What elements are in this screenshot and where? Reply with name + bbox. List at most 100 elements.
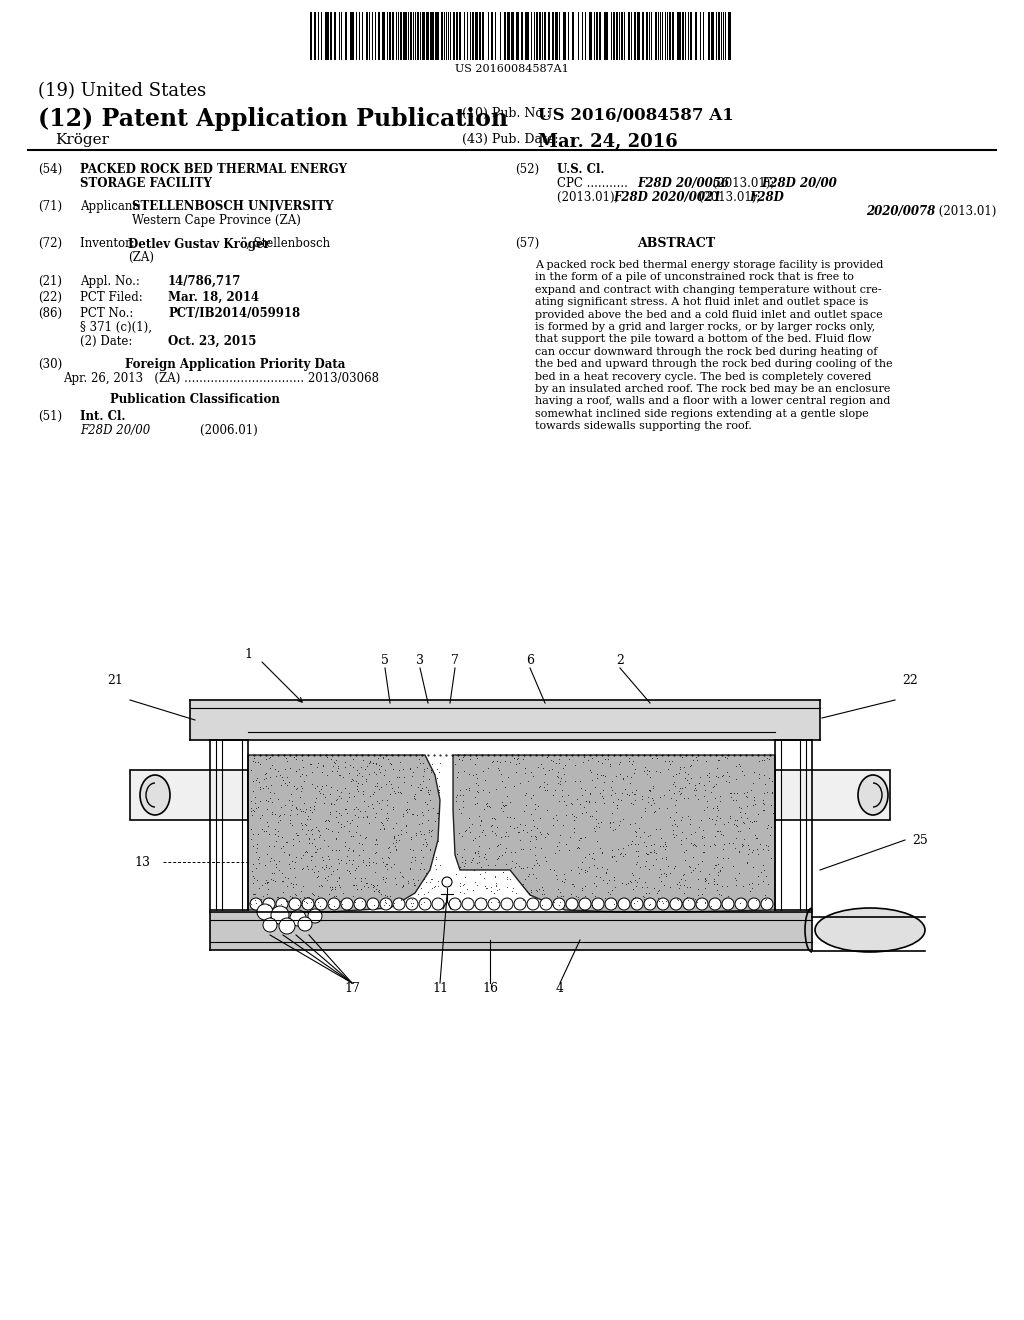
Text: STORAGE FACILITY: STORAGE FACILITY (80, 177, 212, 190)
Text: 11: 11 (432, 982, 449, 994)
Bar (400, 12, 402, 59)
Text: 4: 4 (556, 982, 564, 994)
Bar (507, 12, 510, 59)
Text: (21): (21) (38, 275, 62, 288)
Circle shape (257, 904, 273, 920)
Text: Oct. 23, 2015: Oct. 23, 2015 (168, 335, 256, 348)
Text: Inventor:: Inventor: (80, 238, 138, 249)
Circle shape (449, 898, 461, 909)
Bar (604, 12, 608, 59)
Circle shape (308, 909, 322, 923)
Text: § 371 (c)(1),: § 371 (c)(1), (80, 321, 152, 334)
Text: ABSTRACT: ABSTRACT (637, 238, 715, 249)
Bar (599, 12, 601, 59)
Polygon shape (248, 755, 440, 912)
Bar (628, 12, 630, 59)
Ellipse shape (140, 775, 170, 814)
Circle shape (279, 917, 295, 935)
Circle shape (263, 917, 278, 932)
Bar (392, 12, 394, 59)
Ellipse shape (858, 775, 888, 814)
Text: 14/786,717: 14/786,717 (168, 275, 242, 288)
Text: 5: 5 (381, 653, 389, 667)
Text: 16: 16 (482, 982, 498, 994)
Bar (711, 12, 714, 59)
Text: (2) Date:: (2) Date: (80, 335, 140, 348)
Bar (536, 12, 538, 59)
Circle shape (657, 898, 669, 909)
Text: Detlev Gustav Kröger: Detlev Gustav Kröger (128, 238, 270, 251)
Text: PCT/IB2014/059918: PCT/IB2014/059918 (168, 308, 300, 319)
Bar (334, 12, 336, 59)
Text: (30): (30) (38, 358, 62, 371)
Bar (672, 12, 674, 59)
Circle shape (644, 898, 656, 909)
Circle shape (315, 898, 327, 909)
Bar (563, 12, 566, 59)
Polygon shape (453, 755, 775, 912)
Bar (366, 12, 368, 59)
Bar (677, 12, 681, 59)
Circle shape (367, 898, 379, 909)
Text: 22: 22 (902, 673, 918, 686)
Text: 6: 6 (526, 653, 534, 667)
Bar (430, 12, 434, 59)
Circle shape (250, 898, 262, 909)
Circle shape (380, 898, 392, 909)
Text: ,: , (270, 201, 273, 213)
Bar (382, 12, 385, 59)
Text: Foreign Application Priority Data: Foreign Application Priority Data (125, 358, 345, 371)
Text: 17: 17 (344, 982, 360, 994)
Bar (190, 700, 820, 741)
Bar (708, 12, 710, 59)
Circle shape (540, 898, 552, 909)
Text: (2013.01): (2013.01) (935, 205, 996, 218)
Bar (410, 12, 412, 59)
Text: STELLENBOSCH UNIVERSITY: STELLENBOSCH UNIVERSITY (132, 201, 334, 213)
Text: U.S. Cl.: U.S. Cl. (557, 162, 604, 176)
Circle shape (328, 898, 340, 909)
Text: (22): (22) (38, 290, 62, 304)
Text: F28D 20/00: F28D 20/00 (761, 177, 837, 190)
Text: 21: 21 (108, 673, 123, 686)
Bar (642, 12, 644, 59)
Bar (596, 12, 598, 59)
Circle shape (462, 898, 474, 909)
Text: , Stellenbosch: , Stellenbosch (246, 238, 330, 249)
Circle shape (696, 898, 708, 909)
Bar (525, 12, 529, 59)
Bar (669, 12, 671, 59)
Bar (637, 12, 640, 59)
Bar (482, 12, 484, 59)
Bar (548, 12, 550, 59)
Bar (539, 12, 541, 59)
Text: Apr. 26, 2013   (ZA) ................................ 2013/03068: Apr. 26, 2013 (ZA) .....................… (63, 372, 379, 385)
Ellipse shape (815, 908, 925, 952)
Text: (51): (51) (38, 411, 62, 422)
Bar (403, 12, 407, 59)
Text: 25: 25 (912, 833, 928, 846)
Text: 7: 7 (451, 653, 459, 667)
Circle shape (263, 898, 275, 909)
Text: 3: 3 (416, 653, 424, 667)
Bar (552, 12, 554, 59)
Text: 2: 2 (616, 653, 624, 667)
Text: (2013.01);: (2013.01); (695, 191, 764, 205)
Bar (490, 12, 493, 59)
Text: PCT No.:: PCT No.: (80, 308, 137, 319)
Bar (555, 12, 558, 59)
Text: Publication Classification: Publication Classification (110, 393, 280, 407)
Text: 13: 13 (134, 855, 150, 869)
Text: CPC ...........: CPC ........... (557, 177, 632, 190)
Bar (426, 12, 429, 59)
Circle shape (501, 898, 513, 909)
Circle shape (419, 898, 431, 909)
Bar (589, 12, 592, 59)
Circle shape (709, 898, 721, 909)
Circle shape (566, 898, 578, 909)
Circle shape (683, 898, 695, 909)
Bar (456, 12, 458, 59)
Circle shape (276, 898, 288, 909)
Bar (695, 12, 697, 59)
Text: 1: 1 (244, 648, 252, 661)
